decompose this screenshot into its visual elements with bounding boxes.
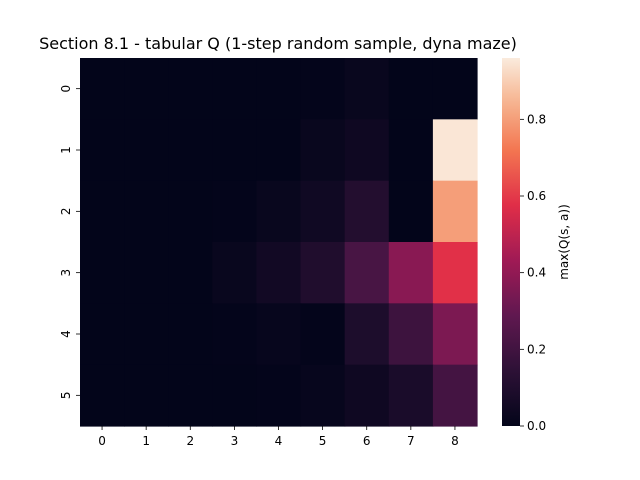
- heatmap-cell: [256, 119, 302, 182]
- heatmap-cell: [432, 242, 478, 304]
- heatmap-cell: [168, 58, 213, 120]
- colorbar-tick-label: 0.8: [527, 112, 546, 126]
- heatmap-cell: [432, 364, 478, 427]
- y-tick-label: 3: [59, 269, 73, 277]
- y-tick-label: 5: [59, 392, 73, 400]
- x-tick-label: 3: [231, 434, 239, 448]
- heatmap-cells: [80, 58, 478, 427]
- heatmap-cell: [80, 119, 125, 182]
- heatmap-cell: [80, 242, 125, 304]
- heatmap-cell: [300, 242, 346, 304]
- x-tick-label: 8: [451, 434, 459, 448]
- heatmap-cell: [388, 303, 434, 366]
- heatmap-cell: [80, 180, 125, 243]
- heatmap-cell: [300, 364, 346, 427]
- colorbar-tick-label: 0.6: [527, 189, 546, 203]
- heatmap-cell: [432, 180, 478, 243]
- heatmap-cell: [212, 58, 258, 120]
- heatmap-cell: [256, 242, 302, 304]
- colorbar-label: max(Q(s, a)): [557, 204, 571, 280]
- heatmap-cell: [432, 119, 478, 182]
- heatmap-cell: [300, 180, 346, 243]
- x-tick-label: 4: [275, 434, 283, 448]
- heatmap-cell: [212, 119, 258, 182]
- x-tick-label: 5: [319, 434, 327, 448]
- heatmap-cell: [124, 119, 169, 182]
- y-axis: 0 1 2 3 4 5: [59, 85, 80, 399]
- colorbar-tick-label: 0.2: [527, 342, 546, 356]
- heatmap-cell: [344, 119, 390, 182]
- heatmap-cell: [388, 364, 434, 427]
- x-tick-label: 1: [142, 434, 150, 448]
- chart-title: Section 8.1 - tabular Q (1-step random s…: [39, 34, 517, 53]
- heatmap-cell: [168, 303, 213, 366]
- colorbar-ticks: 0.0 0.2 0.4 0.6 0.8: [520, 112, 546, 433]
- heatmap-cell: [80, 303, 125, 366]
- heatmap-cell: [344, 303, 390, 366]
- heatmap-cell: [256, 180, 302, 243]
- heatmap-cell: [388, 58, 434, 120]
- heatmap-cell: [124, 180, 169, 243]
- heatmap-cell: [300, 303, 346, 366]
- colorbar-tick-label: 0.4: [527, 266, 546, 280]
- heatmap-cell: [344, 364, 390, 427]
- heatmap-cell: [168, 119, 213, 182]
- heatmap-cell: [80, 364, 125, 427]
- y-tick-label: 4: [59, 330, 73, 338]
- colorbar: [502, 58, 520, 426]
- heatmap-cell: [212, 303, 258, 366]
- heatmap-cell: [388, 180, 434, 243]
- heatmap-cell: [124, 58, 169, 120]
- x-tick-label: 6: [363, 434, 371, 448]
- y-tick-label: 0: [59, 85, 73, 93]
- x-tick-label: 2: [186, 434, 194, 448]
- x-tick-label: 0: [98, 434, 106, 448]
- heatmap-cell: [300, 119, 346, 182]
- x-axis: 0 1 2 3 4 5 6 7 8: [98, 426, 459, 448]
- heatmap-cell: [344, 180, 390, 243]
- y-tick-label: 1: [59, 146, 73, 154]
- heatmap-cell: [124, 242, 169, 304]
- heatmap-cell: [212, 180, 258, 243]
- heatmap-cell: [300, 58, 346, 120]
- heatmap-cell: [256, 303, 302, 366]
- heatmap-cell: [344, 242, 390, 304]
- heatmap-cell: [256, 364, 302, 427]
- heatmap-cell: [344, 58, 390, 120]
- colorbar-tick-label: 0.0: [527, 419, 546, 433]
- heatmap-cell: [212, 364, 258, 427]
- heatmap-cell: [256, 58, 302, 120]
- heatmap-cell: [80, 58, 125, 120]
- x-tick-label: 7: [407, 434, 415, 448]
- heatmap-cell: [168, 364, 213, 427]
- heatmap-cell: [212, 242, 258, 304]
- heatmap-cell: [388, 119, 434, 182]
- heatmap-cell: [432, 58, 478, 120]
- heatmap-cell: [168, 242, 213, 304]
- heatmap-cell: [124, 303, 169, 366]
- heatmap-cell: [168, 180, 213, 243]
- heatmap-cell: [388, 242, 434, 304]
- heatmap-cell: [432, 303, 478, 366]
- y-tick-label: 2: [59, 208, 73, 216]
- heatmap-cell: [124, 364, 169, 427]
